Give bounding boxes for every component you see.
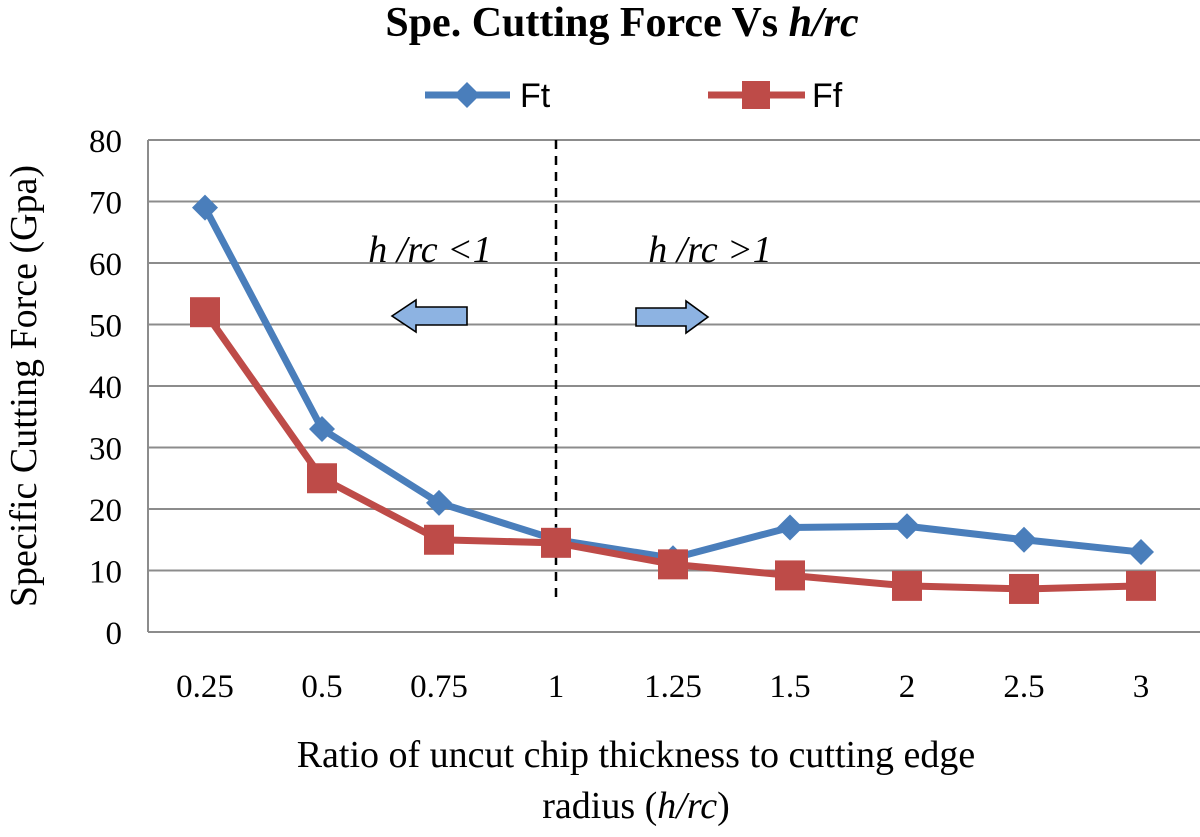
annotation-left-region: h /rc <1: [368, 229, 491, 271]
x-tick-label-0.75: 0.75: [410, 669, 468, 705]
x-tick-label-2: 2: [899, 669, 916, 705]
x-axis-label: Ratio of uncut chip thickness to cutting…: [297, 734, 976, 776]
series-ff: [190, 297, 1156, 604]
y-tick-label-50: 50: [89, 309, 122, 345]
y-tick-label-20: 20: [89, 493, 122, 529]
y-axis-ticks: 0 10 20 30 40 50 60 70 80: [89, 124, 122, 652]
x-tick-label-3: 3: [1133, 669, 1150, 705]
legend-label-ff: Ff: [812, 77, 843, 115]
point-ft-1.5: [777, 514, 803, 541]
y-tick-label-80: 80: [89, 124, 122, 160]
x-tick-label-1: 1: [548, 669, 565, 705]
x-axis-label-line2-prefix: radius (: [542, 785, 657, 827]
legend-label-ft: Ft: [520, 77, 551, 115]
y-tick-label-0: 0: [106, 616, 123, 652]
x-axis-label-line2-suffix: ): [717, 785, 730, 827]
x-axis-label-line2: radius (h/rc): [542, 785, 730, 827]
gridlines: [147, 139, 1200, 633]
point-ff-1.25: [658, 549, 688, 580]
point-ft-0.75: [426, 489, 452, 516]
y-tick-label-60: 60: [89, 247, 122, 283]
point-ft-3: [1128, 539, 1154, 566]
legend-item-ft: Ft: [425, 77, 551, 115]
y-tick-label-10: 10: [89, 555, 122, 591]
point-ff-3: [1126, 570, 1156, 601]
point-ft-2.5: [1011, 526, 1037, 553]
point-ff-1: [541, 527, 571, 558]
point-ff-0.75: [424, 524, 454, 555]
annotation-right-region: h /rc >1: [648, 229, 771, 271]
legend-swatch-ff-marker: [742, 81, 770, 109]
x-tick-label-0.5: 0.5: [301, 669, 342, 705]
point-ff-0.25: [190, 297, 220, 328]
x-axis-label-line1: Ratio of uncut chip thickness to cutting…: [297, 734, 976, 776]
x-axis-label-line2-italic: h/rc: [657, 785, 717, 827]
chart-title-italic: h/rc: [789, 0, 859, 46]
point-ft-0.25: [192, 194, 218, 221]
point-ff-2: [892, 570, 922, 601]
y-tick-label-70: 70: [89, 186, 122, 222]
chart-title: Spe. Cutting Force Vs h/rc: [385, 0, 859, 46]
x-tick-label-1.5: 1.5: [769, 669, 810, 705]
x-tick-label-2.5: 2.5: [1003, 669, 1044, 705]
y-tick-label-40: 40: [89, 370, 122, 406]
y-tick-label-30: 30: [89, 432, 122, 468]
point-ff-1.5: [775, 560, 805, 591]
legend: Ft Ff: [425, 77, 843, 115]
point-ft-0.5: [309, 416, 335, 443]
legend-swatch-ft-marker: [454, 82, 480, 108]
point-ft-2: [894, 513, 920, 540]
point-ff-2.5: [1009, 573, 1039, 604]
left-arrow-icon: [390, 298, 468, 334]
legend-item-ff: Ff: [708, 77, 843, 115]
chart-title-prefix: Spe. Cutting Force Vs: [385, 0, 788, 46]
x-axis-ticks: 0.25 0.5 0.75 1 1.25 1.5 2 2.5 3: [176, 669, 1149, 705]
y-axis-label: Specific Cutting Force (Gpa): [3, 165, 45, 607]
right-arrow-icon: [635, 299, 710, 335]
x-tick-label-1.25: 1.25: [644, 669, 702, 705]
x-tick-label-0.25: 0.25: [176, 669, 234, 705]
point-ff-0.5: [307, 463, 337, 494]
series: [190, 194, 1156, 604]
